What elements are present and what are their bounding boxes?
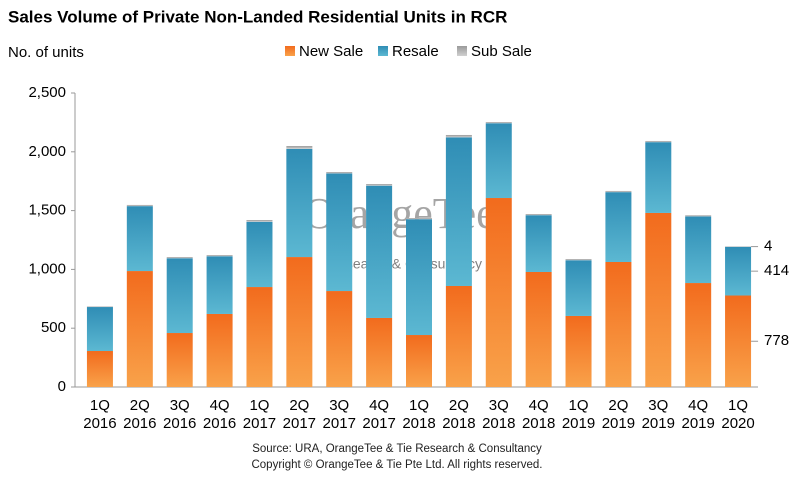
y-tick-label: 2,000 <box>28 143 66 160</box>
bar-segment <box>605 190 632 193</box>
copyright: Copyright © OrangeTee & Tie Pte Ltd. All… <box>251 459 543 471</box>
bar-segment <box>485 122 512 124</box>
source: Source: URA, OrangeTee & Tie Research & … <box>252 443 542 455</box>
legend-label: Resale <box>392 43 439 60</box>
bar-segment <box>485 123 512 199</box>
bar-segment <box>366 184 393 186</box>
y-tick-label: 500 <box>41 319 66 336</box>
bar-segment <box>406 219 432 336</box>
x-tick-label: 2Q 2016 <box>123 397 157 432</box>
x-tick-label: 3Q 2019 <box>641 397 675 432</box>
bar-segment <box>565 260 592 316</box>
bar-segment <box>565 259 592 261</box>
x-tick-label: 3Q 2017 <box>322 397 356 432</box>
data-label: 4 <box>764 238 772 255</box>
x-tick-label: 4Q 2018 <box>521 397 556 432</box>
legend-label: Sub Sale <box>471 43 532 60</box>
y-axis-label: No. of units <box>8 44 84 61</box>
x-tick-label: 4Q 2019 <box>681 397 715 432</box>
bar-segment <box>246 220 273 222</box>
bar-segment <box>445 134 472 138</box>
bar-segment <box>406 218 432 220</box>
bar-segment <box>645 212 672 387</box>
x-tick-label: 3Q 2016 <box>163 397 197 432</box>
bar-segment <box>525 215 552 272</box>
bar-segment <box>525 271 552 387</box>
y-tick-label: 1,500 <box>28 202 66 219</box>
data-label: 778 <box>764 332 789 349</box>
bar-segment <box>286 146 313 149</box>
bar-segment <box>166 333 193 387</box>
bar-segment <box>445 137 472 286</box>
x-tick-label: 4Q 2016 <box>202 397 237 432</box>
bar-segment <box>645 140 672 143</box>
legend-label: New Sale <box>299 43 363 60</box>
bar-segment <box>126 271 153 387</box>
x-tick-label: 1Q 2020 <box>721 397 755 432</box>
bar-segment <box>605 261 632 387</box>
bar-segment <box>206 313 233 387</box>
bar-segment <box>685 283 712 387</box>
bar-segment <box>366 317 393 387</box>
bar-segment <box>725 246 752 296</box>
bar-segment <box>86 306 113 308</box>
x-tick-label: 1Q 2016 <box>83 397 117 432</box>
x-tick-label: 3Q 2018 <box>482 397 516 432</box>
bar-segment <box>126 206 153 272</box>
bar-segment <box>366 185 393 318</box>
bar-segment <box>326 291 353 387</box>
legend-swatch <box>285 46 295 56</box>
bar-segment <box>166 258 193 334</box>
bar-segment <box>126 204 153 207</box>
bar-segment <box>485 198 512 387</box>
y-tick-label: 2,500 <box>28 84 66 101</box>
bar-segment <box>286 148 313 258</box>
bar-segment <box>725 295 752 387</box>
x-tick-label: 1Q 2018 <box>402 397 436 432</box>
x-tick-label: 2Q 2017 <box>282 397 317 432</box>
y-tick-label: 1,000 <box>28 260 66 277</box>
chart-title: Sales Volume of Private Non-Landed Resid… <box>8 7 507 26</box>
y-tick-label: 0 <box>58 378 66 395</box>
bar-segment <box>685 216 712 284</box>
bar-segment <box>445 285 472 387</box>
bar-segment <box>286 257 313 387</box>
x-tick-label: 1Q 2019 <box>561 397 596 432</box>
bar-segment <box>86 351 113 387</box>
bar-segment <box>685 215 712 217</box>
legend-swatch <box>378 46 388 56</box>
bar-segment <box>86 307 113 352</box>
x-tick-label: 4Q 2017 <box>362 397 396 432</box>
bar-segment <box>206 255 233 257</box>
bar-segment <box>326 173 353 292</box>
legend-swatch <box>457 46 467 56</box>
bar-segment <box>565 315 592 387</box>
x-tick-label: 2Q 2019 <box>601 397 636 432</box>
bar-segment <box>605 192 632 262</box>
bar-segment <box>246 287 273 387</box>
bar-segment <box>166 257 193 259</box>
x-tick-label: 1Q 2017 <box>242 397 277 432</box>
bar-segment <box>326 172 353 174</box>
bar-segment <box>645 142 672 213</box>
data-label: 414 <box>764 262 789 279</box>
x-tick-label: 2Q 2018 <box>442 397 476 432</box>
bar-segment <box>406 335 432 387</box>
bar-segment <box>246 221 273 288</box>
bar-segment <box>206 256 233 314</box>
bar-segment <box>525 214 552 216</box>
